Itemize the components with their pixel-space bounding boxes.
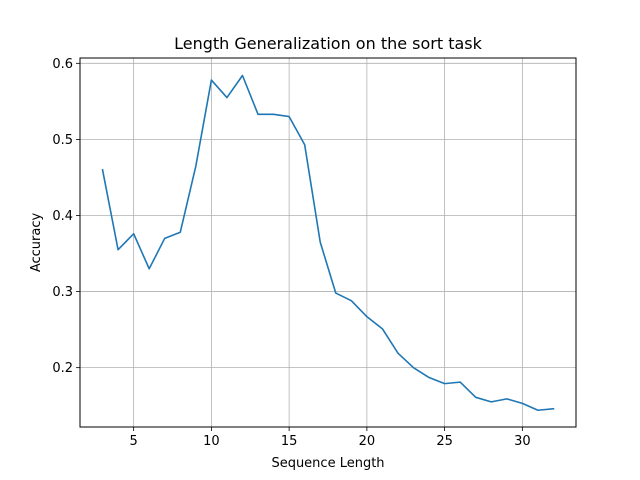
grid <box>80 58 576 427</box>
x-tick-label: 25 <box>436 434 453 449</box>
plot-frame <box>79 57 577 428</box>
x-tick-label: 30 <box>514 434 531 449</box>
x-tick-label: 15 <box>281 434 298 449</box>
x-axis-label: Sequence Length <box>271 456 384 471</box>
chart-title: Length Generalization on the sort task <box>174 34 483 53</box>
x-tick-label: 20 <box>359 434 376 449</box>
x-tick-label: 10 <box>203 434 220 449</box>
y-tick-label: 0.3 <box>52 285 73 300</box>
y-axis-label: Accuracy <box>29 213 44 273</box>
series-line <box>101 74 555 412</box>
y-tick-label: 0.2 <box>52 361 73 376</box>
y-tick-label: 0.4 <box>52 209 73 224</box>
x-axis: 5 10 15 20 25 30 <box>130 427 531 449</box>
y-axis: 0.2 0.3 0.4 0.5 0.6 <box>52 57 80 376</box>
x-tick-label: 5 <box>130 434 138 449</box>
y-tick-label: 0.6 <box>52 57 73 72</box>
y-tick-label: 0.5 <box>52 133 73 148</box>
series-group <box>101 74 555 412</box>
